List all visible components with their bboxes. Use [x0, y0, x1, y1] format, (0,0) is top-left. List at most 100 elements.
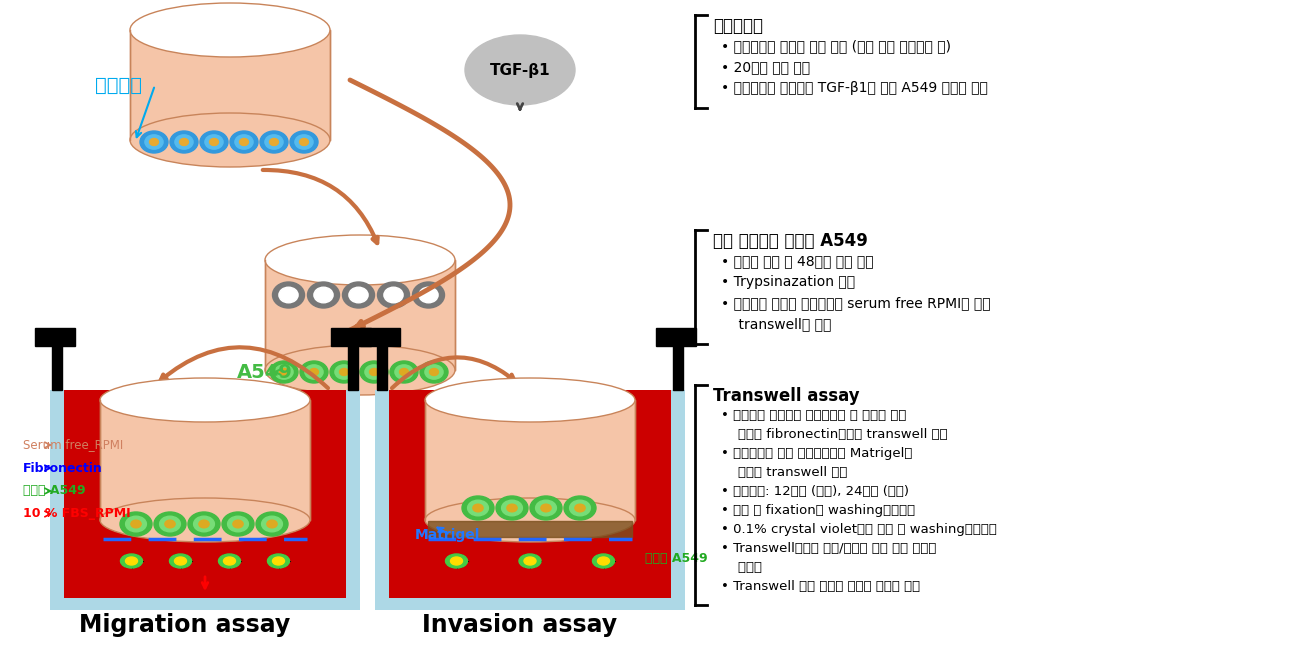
Ellipse shape [429, 369, 438, 375]
Ellipse shape [569, 500, 590, 516]
Bar [332, 328, 370, 346]
Bar [49, 598, 360, 610]
Text: 침윤된 A549: 침윤된 A549 [645, 553, 707, 565]
Ellipse shape [235, 135, 254, 149]
Polygon shape [100, 400, 309, 520]
Ellipse shape [598, 557, 610, 565]
Ellipse shape [100, 378, 309, 422]
Ellipse shape [299, 139, 308, 145]
Text: Transwell assay: Transwell assay [712, 387, 859, 405]
Text: • 원심분리된 상층액을 TGF-β1와 함께 A549 세포에 처리: • 원심분리된 상층액을 TGF-β1와 함께 A549 세포에 처리 [722, 81, 988, 95]
Bar [374, 390, 389, 610]
Bar [671, 390, 685, 610]
Ellipse shape [224, 557, 235, 565]
Text: • Trypsinazation 수행: • Trypsinazation 수행 [722, 275, 855, 289]
Ellipse shape [446, 554, 468, 568]
Text: 코팅된 transwell 사용: 코팅된 transwell 사용 [722, 466, 848, 479]
Polygon shape [130, 30, 330, 140]
Ellipse shape [188, 512, 220, 536]
Ellipse shape [165, 520, 176, 528]
Text: TGF-β1: TGF-β1 [490, 62, 550, 78]
Ellipse shape [268, 554, 290, 568]
Text: • 대식세포에 다양한 조건 처리 (사멸 또는 괴사세포 등): • 대식세포에 다양한 조건 처리 (사멸 또는 괴사세포 등) [722, 39, 952, 53]
Ellipse shape [140, 131, 168, 153]
Ellipse shape [261, 516, 282, 532]
Text: • 20시간 동안 배양: • 20시간 동안 배양 [722, 60, 810, 74]
Ellipse shape [179, 139, 188, 145]
Ellipse shape [419, 287, 438, 303]
Ellipse shape [218, 554, 240, 568]
Ellipse shape [308, 282, 339, 308]
Bar [656, 328, 696, 346]
Text: 10 % FBS_RPMI: 10 % FBS_RPMI [23, 507, 130, 521]
Ellipse shape [348, 287, 368, 303]
Bar [35, 328, 75, 346]
Ellipse shape [369, 369, 378, 375]
Ellipse shape [270, 361, 298, 383]
Bar [673, 345, 682, 390]
Ellipse shape [153, 512, 186, 536]
Text: 걷어냄: 걷어냄 [722, 561, 762, 574]
Ellipse shape [265, 235, 455, 285]
Ellipse shape [465, 35, 575, 105]
Text: Matrigel: Matrigel [415, 528, 481, 542]
Text: Migration assay: Migration assay [79, 613, 291, 637]
Ellipse shape [121, 554, 143, 568]
Ellipse shape [530, 496, 562, 520]
Ellipse shape [170, 131, 198, 153]
Text: 있도록 fibronectin코팅된 transwell 사용: 있도록 fibronectin코팅된 transwell 사용 [722, 428, 948, 441]
Bar [360, 328, 400, 346]
Ellipse shape [100, 498, 309, 542]
Ellipse shape [390, 361, 419, 383]
Bar [374, 598, 685, 610]
Ellipse shape [174, 557, 186, 565]
Text: • 배양시간: 12시간 (이동), 24시간 (침윤): • 배양시간: 12시간 (이동), 24시간 (침윤) [722, 485, 909, 498]
Ellipse shape [209, 139, 218, 145]
Ellipse shape [160, 516, 181, 532]
Ellipse shape [451, 557, 463, 565]
Ellipse shape [273, 282, 304, 308]
Ellipse shape [306, 365, 324, 379]
Ellipse shape [425, 365, 443, 379]
Ellipse shape [342, 282, 374, 308]
Ellipse shape [536, 500, 556, 516]
Ellipse shape [395, 365, 413, 379]
Ellipse shape [519, 554, 541, 568]
Ellipse shape [130, 113, 330, 167]
Ellipse shape [273, 557, 285, 565]
Ellipse shape [194, 516, 214, 532]
Ellipse shape [265, 135, 283, 149]
Text: 조건 배양액이 처리된 A549: 조건 배양액이 처리된 A549 [712, 232, 868, 250]
Ellipse shape [524, 557, 536, 565]
Bar [377, 345, 387, 390]
Ellipse shape [377, 282, 410, 308]
Ellipse shape [239, 139, 248, 145]
Ellipse shape [575, 504, 585, 512]
Ellipse shape [274, 365, 292, 379]
Ellipse shape [222, 512, 254, 536]
Ellipse shape [199, 520, 209, 528]
Ellipse shape [144, 135, 162, 149]
Text: 대식세포: 대식세포 [95, 76, 142, 94]
Text: • Transwell 바닥 부분의 세포를 현미경 관찰: • Transwell 바닥 부분의 세포를 현미경 관찰 [722, 580, 920, 593]
Ellipse shape [130, 3, 330, 57]
Bar [389, 390, 671, 598]
Text: A549: A549 [237, 362, 292, 381]
Text: • 0.1% crystal violet으로 염색 후 washing과정수행: • 0.1% crystal violet으로 염색 후 washing과정수행 [722, 523, 997, 536]
Ellipse shape [564, 496, 595, 520]
Text: • 적정수의 세포를 적정용량의 serum free RPMI와 함께: • 적정수의 세포를 적정용량의 serum free RPMI와 함께 [722, 296, 991, 310]
Ellipse shape [384, 287, 403, 303]
Ellipse shape [265, 345, 455, 395]
Ellipse shape [126, 557, 138, 565]
Ellipse shape [233, 520, 243, 528]
Ellipse shape [205, 135, 224, 149]
Ellipse shape [169, 554, 191, 568]
Ellipse shape [126, 516, 147, 532]
Text: • 침윤조건을 위해 기질복합체인 Matrigel이: • 침윤조건을 위해 기질복합체인 Matrigel이 [722, 447, 913, 460]
Ellipse shape [227, 516, 248, 532]
Ellipse shape [280, 287, 298, 303]
Ellipse shape [365, 365, 383, 379]
Ellipse shape [230, 131, 257, 153]
Text: Serum free_RPMI: Serum free_RPMI [23, 438, 124, 452]
Ellipse shape [420, 361, 448, 383]
